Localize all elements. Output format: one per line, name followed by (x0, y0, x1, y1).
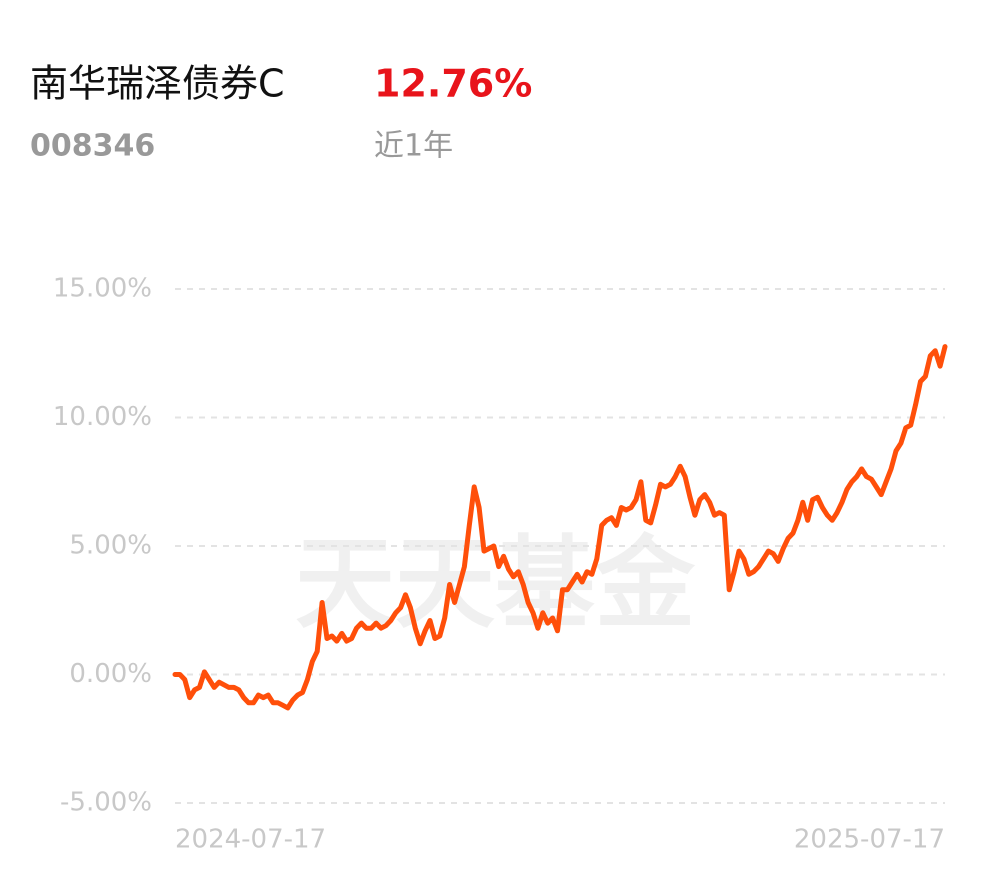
line (172, 344, 948, 711)
fund-name: 南华瑞泽债券C (30, 62, 285, 106)
watermark: 天天基金 (295, 524, 696, 642)
x-tick-label: 2024-07-17 (175, 825, 326, 855)
x-tick-label: 2025-07-17 (794, 825, 945, 855)
fund-code: 008346 (30, 129, 155, 164)
y-tick-label: 5.00% (69, 531, 152, 561)
y-tick-label: 15.00% (53, 274, 152, 304)
y-tick-label: 10.00% (53, 402, 152, 432)
y-tick-label: -5.00% (60, 788, 152, 818)
fund-return: 12.76% (374, 62, 532, 106)
y-tick-label: 0.00% (69, 659, 152, 689)
period: 近1年 (374, 129, 453, 164)
